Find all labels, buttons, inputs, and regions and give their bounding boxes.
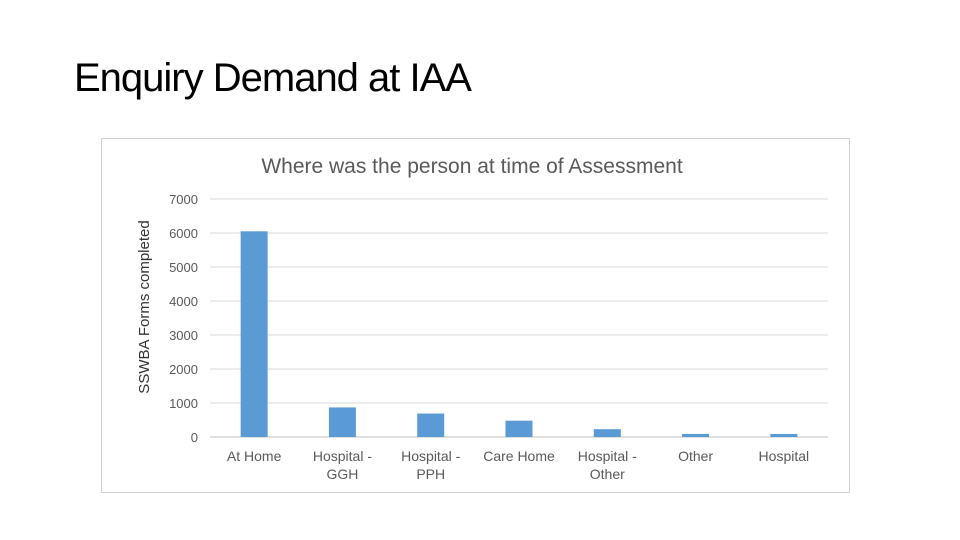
bar — [240, 231, 268, 437]
x-category-label-line: Hospital - — [401, 448, 460, 464]
x-category-label: Hospital - GGH — [313, 448, 372, 482]
x-category-label-line: Hospital — [759, 448, 810, 464]
bar — [328, 407, 356, 437]
y-tick-label: 6000 — [169, 226, 198, 241]
y-tick-label: 1000 — [169, 396, 198, 411]
bar — [682, 433, 710, 437]
bar — [505, 420, 533, 437]
y-axis-title: SSWBA Forms completed — [136, 220, 153, 393]
x-category-label-line: Hospital - — [313, 448, 372, 464]
y-tick-label: 2000 — [169, 362, 198, 377]
y-tick-label: 5000 — [169, 260, 198, 275]
bar — [593, 429, 621, 437]
x-category-label-line: Hospital - — [578, 448, 637, 464]
chart-container: Where was the person at time of Assessme… — [101, 138, 850, 493]
x-category-label-line: At Home — [227, 448, 282, 464]
y-axis-ticks: 0 1000 2000 3000 4000 5000 6000 7000 — [169, 192, 198, 445]
gridlines — [210, 198, 828, 438]
chart-title: Where was the person at time of Assessme… — [261, 155, 683, 178]
y-tick-label: 0 — [191, 430, 198, 445]
bar-chart: Where was the person at time of Assessme… — [136, 155, 828, 482]
x-category-label-line: Other — [678, 448, 713, 464]
y-tick-label: 4000 — [169, 294, 198, 309]
bars — [240, 231, 798, 437]
x-axis-labels: At Home Hospital - GGH Hospital - PPH Care Ho… — [227, 448, 809, 482]
x-category-label: Hospital - PPH — [401, 448, 460, 482]
x-category-label-line: Other — [590, 466, 625, 482]
x-category-label: At Home — [227, 448, 282, 464]
y-tick-label: 7000 — [169, 192, 198, 207]
x-category-label: Hospital — [759, 448, 810, 464]
bar — [417, 413, 445, 437]
x-category-label: Care Home — [483, 448, 555, 464]
x-category-label-line: Care Home — [483, 448, 555, 464]
x-category-label-line: GGH — [326, 466, 358, 482]
x-category-label-line: PPH — [416, 466, 445, 482]
slide-title: Enquiry Demand at IAA — [74, 56, 472, 100]
bar — [770, 433, 798, 437]
y-tick-label: 3000 — [169, 328, 198, 343]
x-category-label: Other — [678, 448, 713, 464]
x-category-label: Hospital - Other — [578, 448, 637, 482]
